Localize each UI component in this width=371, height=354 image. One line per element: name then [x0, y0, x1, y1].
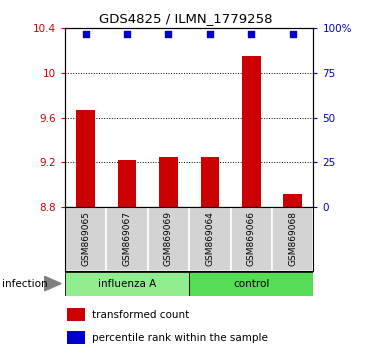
Text: percentile rank within the sample: percentile rank within the sample	[92, 333, 268, 343]
Text: infection: infection	[2, 279, 47, 289]
Bar	[65, 207, 106, 271]
Point	[83, 31, 89, 36]
Bar	[283, 194, 302, 207]
Point	[249, 31, 255, 36]
Bar	[106, 207, 148, 271]
Text: GSM869065: GSM869065	[81, 211, 90, 267]
Bar	[189, 207, 231, 271]
Point	[290, 31, 296, 36]
Text: GSM869068: GSM869068	[288, 211, 297, 267]
Point	[207, 31, 213, 36]
Bar	[201, 157, 219, 207]
Point	[124, 31, 130, 36]
Text: GSM869069: GSM869069	[164, 211, 173, 267]
Bar	[76, 110, 95, 207]
Text: control: control	[233, 279, 270, 289]
Bar	[68, 331, 85, 344]
Bar	[68, 308, 85, 321]
Bar	[65, 272, 189, 296]
Bar	[272, 207, 313, 271]
Text: GSM869066: GSM869066	[247, 211, 256, 267]
Text: GSM869064: GSM869064	[206, 211, 214, 267]
Bar	[148, 207, 189, 271]
Text: GSM869067: GSM869067	[122, 211, 132, 267]
Bar	[118, 160, 137, 207]
Bar	[242, 56, 261, 207]
Bar	[189, 272, 313, 296]
Bar	[231, 207, 272, 271]
Point	[165, 31, 171, 36]
Bar	[159, 157, 178, 207]
Text: GDS4825 / ILMN_1779258: GDS4825 / ILMN_1779258	[99, 12, 272, 25]
Text: transformed count: transformed count	[92, 310, 190, 320]
Polygon shape	[45, 276, 61, 291]
Text: influenza A: influenza A	[98, 279, 156, 289]
